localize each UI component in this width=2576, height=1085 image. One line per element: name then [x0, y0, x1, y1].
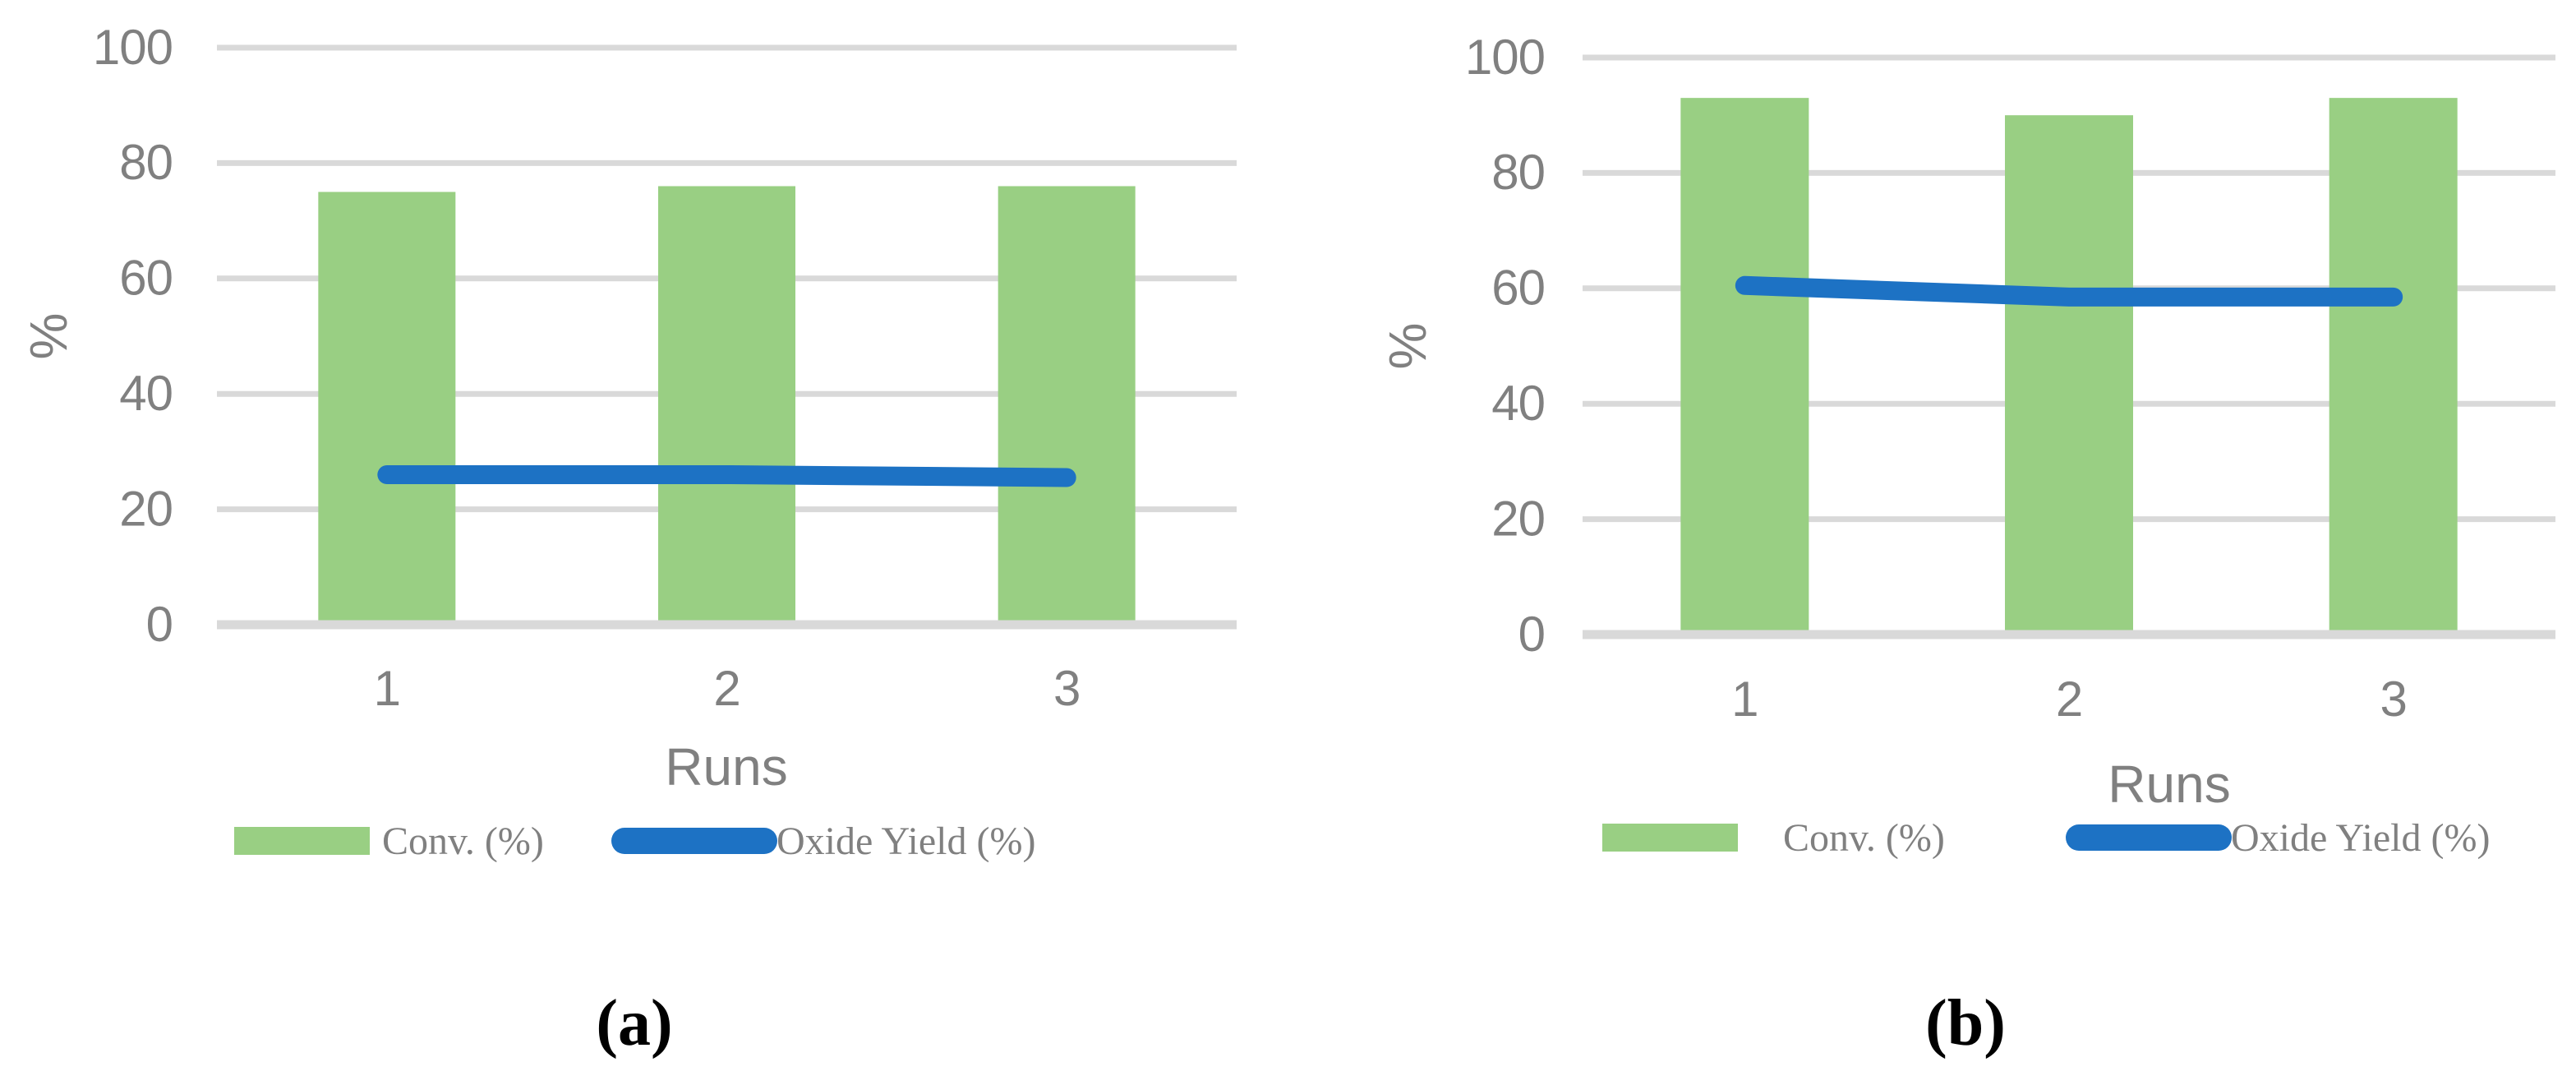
y-tick-60: 60: [119, 251, 173, 306]
y-tick-100: 100: [93, 20, 173, 75]
y-tick-0: 0: [146, 597, 173, 652]
chart-a: 0 20 40 60 80 100 1 2 3% Runs Conv. (%) Oxide Yield…: [19, 20, 1237, 863]
y-tick-100: 100: [1465, 30, 1545, 85]
oxide-yield-line: [377, 464, 1076, 487]
oxide-yield-line: [1735, 275, 2403, 307]
legend-label-oxide-yield: Oxide Yield (%): [776, 820, 1035, 863]
x-tick-2: 2: [2056, 672, 2082, 727]
bar-run-1: [318, 192, 456, 625]
bar-run-1: [1680, 98, 1809, 635]
caption-b: (b): [1925, 987, 2006, 1060]
legend-label-conv: Conv. (%): [382, 820, 544, 863]
x-axis-title: Runs: [665, 737, 787, 796]
x-tick-3: 3: [2380, 672, 2406, 727]
legend-bar-swatch: [1602, 824, 1738, 852]
y-tick-20: 20: [119, 481, 173, 536]
y-tick-40: 40: [119, 366, 173, 421]
bar-run-3: [2329, 98, 2458, 635]
bar-run-3: [998, 186, 1136, 626]
y-axis-title: %: [19, 313, 78, 360]
y-tick-20: 20: [1491, 491, 1545, 546]
x-tick-1: 1: [1731, 672, 1758, 727]
y-tick-80: 80: [1491, 145, 1545, 200]
y-axis-title: %: [1378, 323, 1437, 370]
legend-label-conv: Conv. (%): [1783, 816, 1945, 860]
x-tick-3: 3: [1053, 661, 1080, 716]
legend-bar-swatch: [234, 827, 370, 855]
bar-run-2: [658, 186, 795, 626]
y-tick-0: 0: [1518, 607, 1545, 662]
x-axis-title: Runs: [2108, 755, 2230, 814]
chart-b: 0 20 40 60 80 100 1 2 3% Runs Conv. (%) Oxide Yield…: [1378, 30, 2555, 860]
legend-label-oxide-yield: Oxide Yield (%): [2231, 816, 2490, 860]
x-tick-1: 1: [374, 661, 400, 716]
y-tick-40: 40: [1491, 376, 1545, 431]
y-tick-60: 60: [1491, 261, 1545, 316]
x-tick-2: 2: [713, 661, 740, 716]
y-tick-80: 80: [119, 135, 173, 190]
caption-a: (a): [596, 987, 673, 1060]
bar-run-2: [2005, 115, 2133, 635]
